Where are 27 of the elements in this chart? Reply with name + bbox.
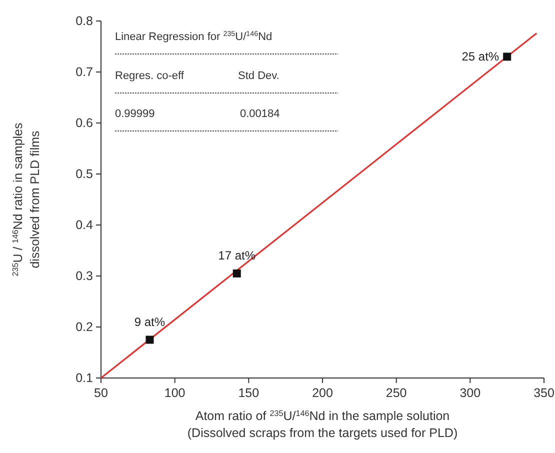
y-tick-label: 0.6 [76,116,94,130]
x-tick-label: 50 [94,386,108,400]
y-tick-label: 0.5 [76,167,94,181]
annotation: Linear Regression for $^{235}$U/$^{146}$Nd [115,30,272,43]
point [146,336,154,344]
y-tick-label: 0.4 [76,218,94,232]
point [503,52,512,61]
x-tick-label: 200 [312,386,333,400]
point [232,269,241,278]
x-tick-label: 350 [534,386,554,400]
y-tick-label: 0.8 [76,14,94,28]
annotation: Regres. co-eff [115,70,185,82]
x-tick-label: 100 [164,386,186,400]
y-tick-label: 0.1 [76,371,94,385]
annotation: 0.00184 [240,108,280,120]
annotation: 0.99999 [115,108,155,120]
annotation: Std Dev. [238,70,280,82]
x-tick-label: 250 [386,386,407,400]
y-tick-label: 0.7 [76,65,94,79]
x-axis-title: Atom ratio of $^{235}$U/$^{146}$Nd in the sample solution (Dissolved scraps from the targets used for PLD) [187,408,458,440]
annotation: 9 at% [134,314,166,329]
annotation: 25 at% [462,50,500,64]
y-tick-label: 0.3 [76,269,94,283]
x-tick-label: 150 [238,386,260,400]
annotation: 17 at% [218,248,256,262]
x-tick-label: 300 [460,386,481,400]
y-tick-label: 0.2 [76,320,94,334]
